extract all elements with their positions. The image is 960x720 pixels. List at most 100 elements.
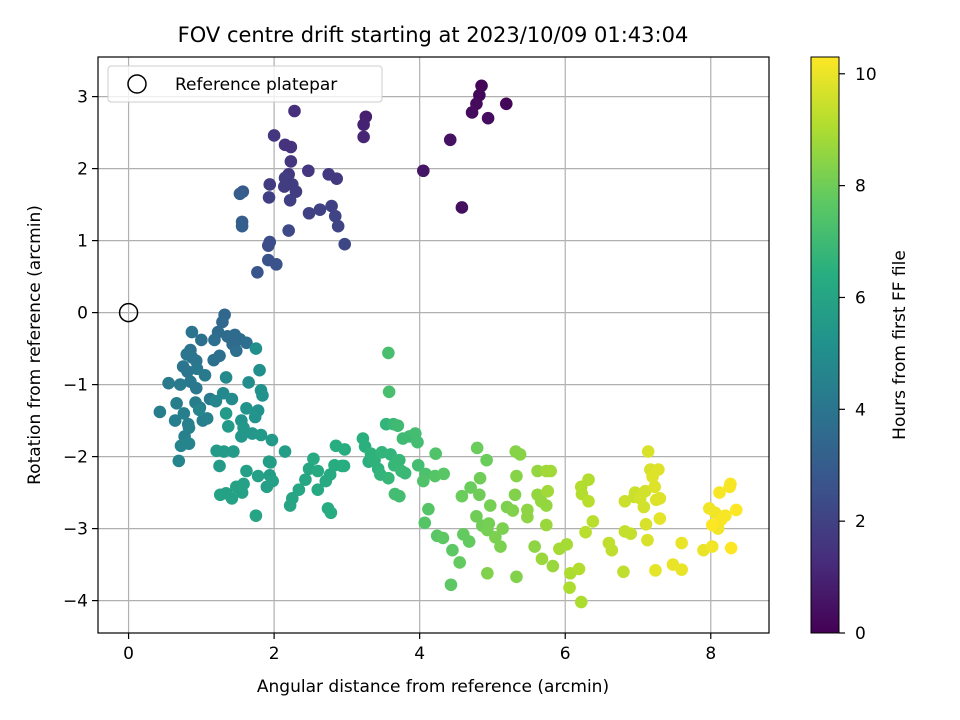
- data-point: [496, 522, 509, 535]
- data-point: [216, 315, 229, 329]
- data-point: [535, 552, 549, 566]
- data-point: [325, 199, 338, 213]
- data-point: [392, 489, 406, 503]
- data-point: [483, 499, 497, 512]
- data-point: [213, 459, 226, 473]
- x-tick-label: 2: [269, 644, 280, 664]
- data-point: [282, 224, 295, 237]
- data-point: [705, 518, 719, 532]
- data-point: [200, 412, 214, 425]
- colorbar-gradient: [810, 56, 840, 634]
- data-point: [446, 543, 459, 557]
- data-point: [260, 480, 274, 494]
- data-point: [262, 191, 276, 204]
- data-point: [337, 459, 351, 473]
- colorbar-tick-label: 10: [855, 65, 877, 85]
- data-point: [189, 381, 203, 395]
- y-tick-label: −3: [63, 520, 88, 540]
- data-point: [299, 473, 312, 486]
- colorbar-tick-label: 6: [855, 288, 866, 308]
- data-point: [510, 570, 523, 584]
- data-point: [227, 445, 240, 458]
- data-point: [249, 342, 263, 355]
- data-point: [605, 543, 619, 557]
- data-point: [221, 420, 235, 433]
- data-point: [207, 353, 221, 367]
- data-point: [398, 466, 412, 480]
- data-point: [219, 371, 233, 384]
- x-tick-label: 4: [414, 644, 425, 664]
- data-point: [540, 518, 553, 532]
- y-axis-label: Rotation from reference (arcmin): [25, 205, 45, 485]
- data-point: [531, 464, 544, 478]
- data-point: [624, 527, 638, 540]
- colorbar-tick-label: 0: [855, 624, 866, 644]
- data-point: [254, 428, 268, 442]
- data-point: [357, 130, 370, 144]
- data-point: [253, 363, 266, 377]
- data-point: [264, 456, 277, 469]
- legend-open-circle-icon: [127, 74, 147, 94]
- data-point: [225, 492, 239, 505]
- y-tick-label: 1: [77, 232, 88, 252]
- y-tick-label: −4: [63, 592, 88, 612]
- data-point: [233, 187, 247, 201]
- data-point: [481, 111, 495, 125]
- data-point: [382, 385, 396, 399]
- data-point: [284, 155, 298, 168]
- data-point: [302, 206, 316, 220]
- data-point: [719, 509, 732, 522]
- data-point: [560, 538, 573, 551]
- data-point: [641, 533, 654, 547]
- reference-platepar-marker: [118, 302, 139, 323]
- data-point: [499, 97, 513, 111]
- data-point: [235, 219, 249, 233]
- data-point: [465, 106, 479, 119]
- data-point: [470, 510, 483, 523]
- data-point: [464, 481, 477, 494]
- data-point: [229, 344, 243, 358]
- colorbar-tick-label: 4: [855, 400, 866, 420]
- data-point: [181, 365, 194, 378]
- data-point: [329, 439, 343, 453]
- data-point: [521, 510, 534, 524]
- data-point: [508, 488, 522, 502]
- data-point: [473, 488, 486, 502]
- data-point: [639, 517, 653, 531]
- data-point: [417, 474, 430, 488]
- data-point: [418, 516, 432, 530]
- data-point: [579, 525, 592, 539]
- data-point: [251, 265, 264, 279]
- data-point: [357, 118, 370, 131]
- y-tick-label: 2: [77, 160, 88, 180]
- data-point: [653, 492, 667, 505]
- data-point: [283, 499, 297, 512]
- data-point: [192, 403, 206, 417]
- colorbar-tick-label: 2: [855, 512, 866, 532]
- data-point: [172, 454, 186, 468]
- data-point: [480, 453, 493, 467]
- data-point: [574, 595, 588, 609]
- data-point: [546, 559, 560, 573]
- data-point: [209, 394, 223, 408]
- data-point: [382, 471, 395, 485]
- data-point: [540, 499, 553, 512]
- data-point: [481, 566, 494, 580]
- data-point: [256, 389, 269, 402]
- data-point: [323, 468, 337, 481]
- data-point: [311, 464, 325, 478]
- data-point: [638, 484, 652, 498]
- data-point: [288, 104, 301, 118]
- colorbar: 0 2 4 6 8 10 Hours from first FF file: [810, 56, 910, 644]
- data-point: [429, 447, 442, 461]
- y-tick-label: −1: [63, 376, 88, 396]
- colorbar-label: Hours from first FF file: [890, 250, 910, 440]
- axis-ticks: 0 2 4 6 8 3 2 1 0 −1 −2 −3 −4: [63, 88, 716, 664]
- data-point: [417, 164, 430, 178]
- data-point: [541, 484, 555, 498]
- data-point: [313, 203, 327, 216]
- data-point: [653, 512, 667, 525]
- data-point: [641, 445, 655, 458]
- data-point: [338, 237, 352, 251]
- x-tick-label: 6: [560, 644, 571, 664]
